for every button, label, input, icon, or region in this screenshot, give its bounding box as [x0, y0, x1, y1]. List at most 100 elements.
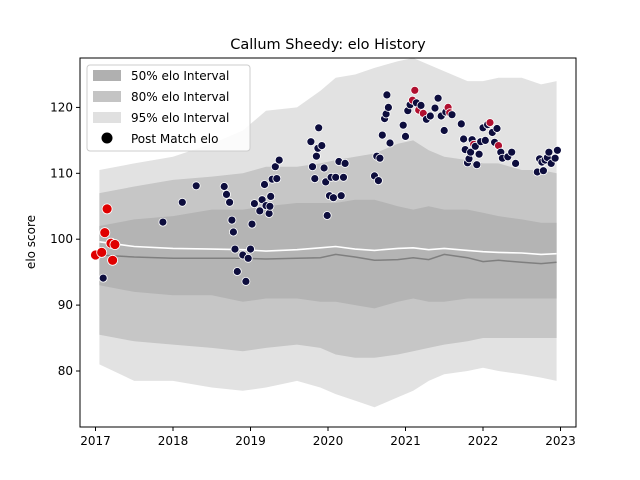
data-point — [340, 158, 350, 168]
data-point — [336, 191, 346, 201]
data-point — [228, 227, 238, 237]
data-point — [311, 151, 321, 161]
trend-lines — [99, 241, 557, 265]
x-tick-label: 2018 — [158, 434, 189, 448]
data-point — [439, 126, 449, 135]
data-point — [101, 203, 113, 215]
x-axis: 2017 2018 2019 2020 2021 2022 2023 — [80, 427, 576, 448]
legend-swatch-95 — [93, 112, 121, 123]
x-tick-label: 2020 — [313, 434, 344, 448]
data-point — [272, 174, 282, 184]
data-point — [225, 197, 235, 207]
data-point — [98, 273, 108, 283]
data-point — [306, 137, 316, 147]
data-point — [373, 176, 383, 186]
data-point — [107, 254, 118, 266]
y-tick-label: 110 — [50, 166, 73, 180]
data-point — [227, 215, 237, 225]
data-point — [410, 85, 420, 95]
data-point — [511, 158, 520, 168]
data-point — [109, 239, 121, 250]
data-point — [317, 141, 327, 151]
data-point — [375, 153, 385, 163]
legend: 50% elo Interval 80% elo Interval 95% el… — [86, 64, 251, 152]
data-point — [385, 138, 395, 148]
legend-label-50: 50% elo Interval — [131, 69, 229, 83]
data-point — [265, 201, 275, 211]
data-point — [222, 189, 231, 199]
data-point — [247, 219, 257, 229]
data-point — [474, 149, 484, 159]
data-point — [480, 135, 490, 145]
data-point — [328, 193, 338, 203]
x-tick-label: 2023 — [545, 434, 576, 448]
data-point — [264, 209, 274, 218]
y-tick-label: 90 — [58, 298, 73, 312]
data-point — [331, 172, 341, 182]
legend-swatch-80 — [93, 91, 121, 102]
data-point — [232, 267, 242, 276]
data-point — [99, 227, 111, 239]
median-line — [99, 253, 557, 265]
data-point — [274, 155, 284, 165]
data-point — [425, 111, 435, 121]
legend-box — [86, 64, 251, 152]
x-tick-label: 2021 — [390, 434, 421, 448]
data-point — [266, 191, 276, 201]
data-point — [430, 103, 440, 113]
data-point — [456, 119, 466, 129]
data-point — [507, 147, 517, 157]
data-point — [377, 130, 387, 140]
x-tick-label: 2022 — [468, 434, 499, 448]
data-point — [246, 244, 255, 254]
mean-line — [99, 241, 557, 256]
data-point — [230, 244, 240, 254]
data-point — [158, 217, 168, 227]
band-50 — [99, 199, 557, 309]
y-tick-label: 80 — [58, 364, 73, 378]
y-axis: 80 90 100 110 120 — [50, 100, 80, 378]
data-point — [539, 166, 548, 176]
data-point — [544, 147, 554, 157]
data-point — [401, 131, 410, 141]
data-point — [191, 181, 201, 191]
chart-title: Callum Sheedy: elo History — [230, 37, 426, 53]
data-point — [260, 180, 269, 189]
data-point — [472, 160, 482, 170]
data-point — [243, 253, 253, 263]
data-point — [255, 206, 265, 216]
legend-label-95: 95% elo Interval — [131, 111, 229, 125]
legend-label-post-match: Post Match elo — [131, 132, 218, 146]
data-point — [416, 101, 426, 110]
data-point — [270, 162, 280, 172]
data-point — [241, 276, 251, 286]
post-match-points — [90, 85, 562, 286]
data-point — [466, 147, 476, 157]
data-point — [492, 124, 502, 133]
data-point — [459, 134, 469, 144]
data-point — [339, 172, 348, 182]
legend-marker-post-match — [101, 132, 113, 144]
data-point — [383, 103, 393, 112]
data-point — [550, 153, 560, 163]
data-point — [322, 211, 332, 220]
data-point — [319, 163, 329, 173]
data-point — [96, 246, 108, 258]
data-point — [398, 120, 408, 130]
data-point — [177, 197, 187, 207]
data-point — [314, 123, 324, 133]
data-point — [219, 182, 229, 191]
data-point — [382, 90, 392, 100]
legend-swatch-50 — [93, 70, 121, 81]
data-point — [447, 110, 457, 120]
data-point — [553, 145, 562, 155]
y-axis-label: elo score — [24, 215, 38, 269]
data-point — [249, 199, 259, 209]
x-tick-label: 2019 — [235, 434, 266, 448]
data-point — [310, 174, 320, 184]
x-tick-label: 2017 — [80, 434, 111, 448]
data-point — [485, 118, 495, 127]
data-point — [433, 93, 443, 103]
legend-label-80: 80% elo Interval — [131, 90, 229, 104]
